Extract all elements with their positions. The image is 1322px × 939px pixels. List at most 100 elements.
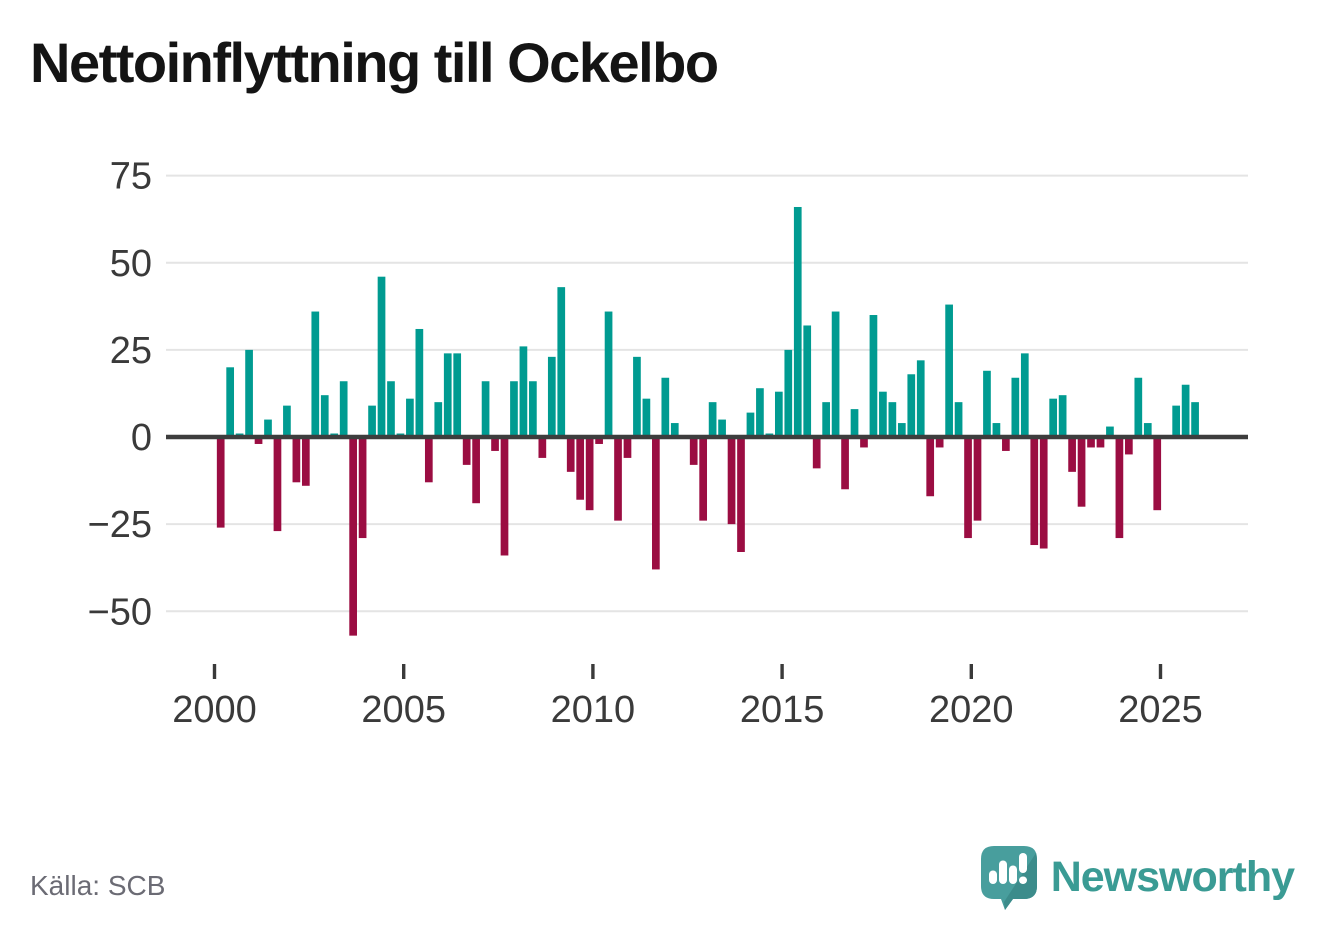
- brand-wordmark: Newsworthy: [1050, 852, 1295, 901]
- bar-2024-q2: [1134, 377, 1143, 437]
- bar-2020-q4: [1002, 437, 1010, 451]
- bar-2005-q2: [415, 328, 424, 437]
- bar-2001-q2: [264, 419, 272, 437]
- bar-2002-q1: [292, 437, 301, 483]
- bar-2006-q1: [443, 353, 452, 437]
- bar-2015-q2: [793, 206, 802, 437]
- bar-2009-q3: [576, 437, 585, 500]
- bar-2025-q4: [1191, 402, 1199, 437]
- bar-2021-q2: [1020, 353, 1029, 437]
- bar-2016-q1: [822, 402, 830, 437]
- bar-2014-q1: [746, 412, 755, 437]
- bar-2019-q2: [945, 304, 953, 437]
- bar-2001-q1: [254, 437, 263, 444]
- y-axis-tick-label: 25: [110, 330, 152, 372]
- bar-2021-q3: [1030, 437, 1039, 546]
- bar-2020-q3: [992, 423, 1001, 437]
- bar-2025-q2: [1172, 405, 1181, 437]
- bar-2022-q1: [1049, 398, 1058, 438]
- bar-2022-q3: [1068, 437, 1076, 472]
- bar-2009-q2: [566, 437, 575, 472]
- bar-2019-q1: [935, 437, 944, 448]
- bar-2003-q4: [358, 437, 367, 539]
- bar-2022-q2: [1058, 395, 1067, 437]
- bar-2005-q4: [434, 402, 443, 437]
- bar-2004-q1: [368, 405, 376, 437]
- bar-2020-q1: [973, 437, 982, 521]
- brand-logo: Newsworthy: [979, 842, 1295, 912]
- bar-2005-q1: [406, 398, 414, 438]
- x-axis-tick-label: 2010: [551, 689, 636, 731]
- y-axis-tick-label: −50: [88, 591, 152, 633]
- bar-2024-q3: [1143, 423, 1152, 437]
- bar-2015-q1: [784, 349, 793, 438]
- bar-2012-q4: [699, 437, 708, 521]
- bar-2012-q3: [689, 437, 698, 465]
- bar-2013-q4: [737, 437, 745, 552]
- bar-2008-q4: [547, 356, 556, 438]
- bar-2010-q2: [604, 311, 613, 437]
- bar-2014-q2: [756, 388, 764, 437]
- y-axis-tick-label: 50: [110, 243, 152, 285]
- y-axis-tick-label: −25: [88, 504, 152, 546]
- bar-2024-q1: [1125, 437, 1133, 455]
- bar-2019-q3: [954, 402, 963, 437]
- bar-2010-q1: [595, 437, 603, 444]
- bar-2017-q1: [860, 437, 868, 448]
- bar-2011-q2: [642, 398, 651, 438]
- x-axis-tick-label: 2025: [1118, 689, 1203, 731]
- bar-2018-q3: [916, 360, 925, 437]
- bar-2017-q3: [879, 391, 887, 437]
- bar-2014-q4: [774, 391, 783, 437]
- bar-2024-q4: [1153, 437, 1162, 511]
- bar-2013-q3: [727, 437, 736, 525]
- bar-2003-q3: [349, 437, 357, 636]
- x-axis-tick-label: 2005: [361, 689, 446, 731]
- bar-2000-q4: [245, 349, 253, 438]
- bar-2016-q3: [841, 437, 849, 490]
- x-axis-tick-label: 2015: [740, 689, 825, 731]
- bar-2001-q4: [283, 405, 291, 437]
- bar-2011-q1: [633, 356, 641, 438]
- bar-2011-q4: [661, 377, 670, 437]
- bar-2007-q2: [491, 437, 499, 451]
- x-axis-tick-label: 2000: [172, 689, 257, 731]
- bar-2008-q3: [538, 437, 547, 458]
- bar-2012-q1: [670, 423, 679, 437]
- bar-2018-q1: [897, 423, 906, 437]
- chart-title: Nettoinflyttning till Ockelbo: [30, 31, 719, 94]
- y-axis-tick-label: 0: [131, 417, 152, 459]
- bar-2000-q2: [226, 367, 235, 437]
- speech-bubble-bar-chart-icon: [980, 846, 1037, 910]
- bar-2023-q1: [1087, 437, 1095, 448]
- bar-2021-q1: [1011, 377, 1020, 437]
- bar-chart-plot: 75 50 25 0 −25 −50 2000 2005 2010 2015 2020 2025: [88, 156, 1248, 731]
- bar-2008-q1: [519, 346, 528, 437]
- bar-2010-q3: [614, 437, 622, 521]
- bar-2021-q4: [1039, 437, 1048, 549]
- y-axis-tick-label: 75: [110, 156, 152, 198]
- bar-2013-q2: [718, 419, 726, 437]
- bar-2006-q3: [462, 437, 471, 465]
- bar-2023-q2: [1096, 437, 1105, 448]
- bar-2020-q2: [983, 370, 991, 437]
- bar-2022-q4: [1077, 437, 1086, 507]
- bar-2015-q4: [812, 437, 821, 469]
- bar-2018-q2: [907, 374, 916, 437]
- bar-2002-q3: [311, 311, 320, 437]
- bar-2023-q3: [1106, 426, 1114, 438]
- bar-2011-q3: [652, 437, 660, 570]
- bar-2019-q4: [964, 437, 972, 539]
- bar-2025-q3: [1181, 384, 1190, 437]
- bar-2004-q2: [377, 276, 386, 437]
- bar-2009-q1: [557, 287, 566, 437]
- bar-2003-q2: [339, 381, 348, 437]
- bar-2007-q1: [481, 381, 490, 437]
- bar-2004-q3: [387, 381, 395, 437]
- bar-2008-q2: [529, 381, 537, 437]
- bar-2001-q3: [273, 437, 282, 532]
- bar-2007-q3: [500, 437, 509, 556]
- bar-2006-q4: [472, 437, 480, 504]
- bar-2007-q4: [510, 381, 518, 437]
